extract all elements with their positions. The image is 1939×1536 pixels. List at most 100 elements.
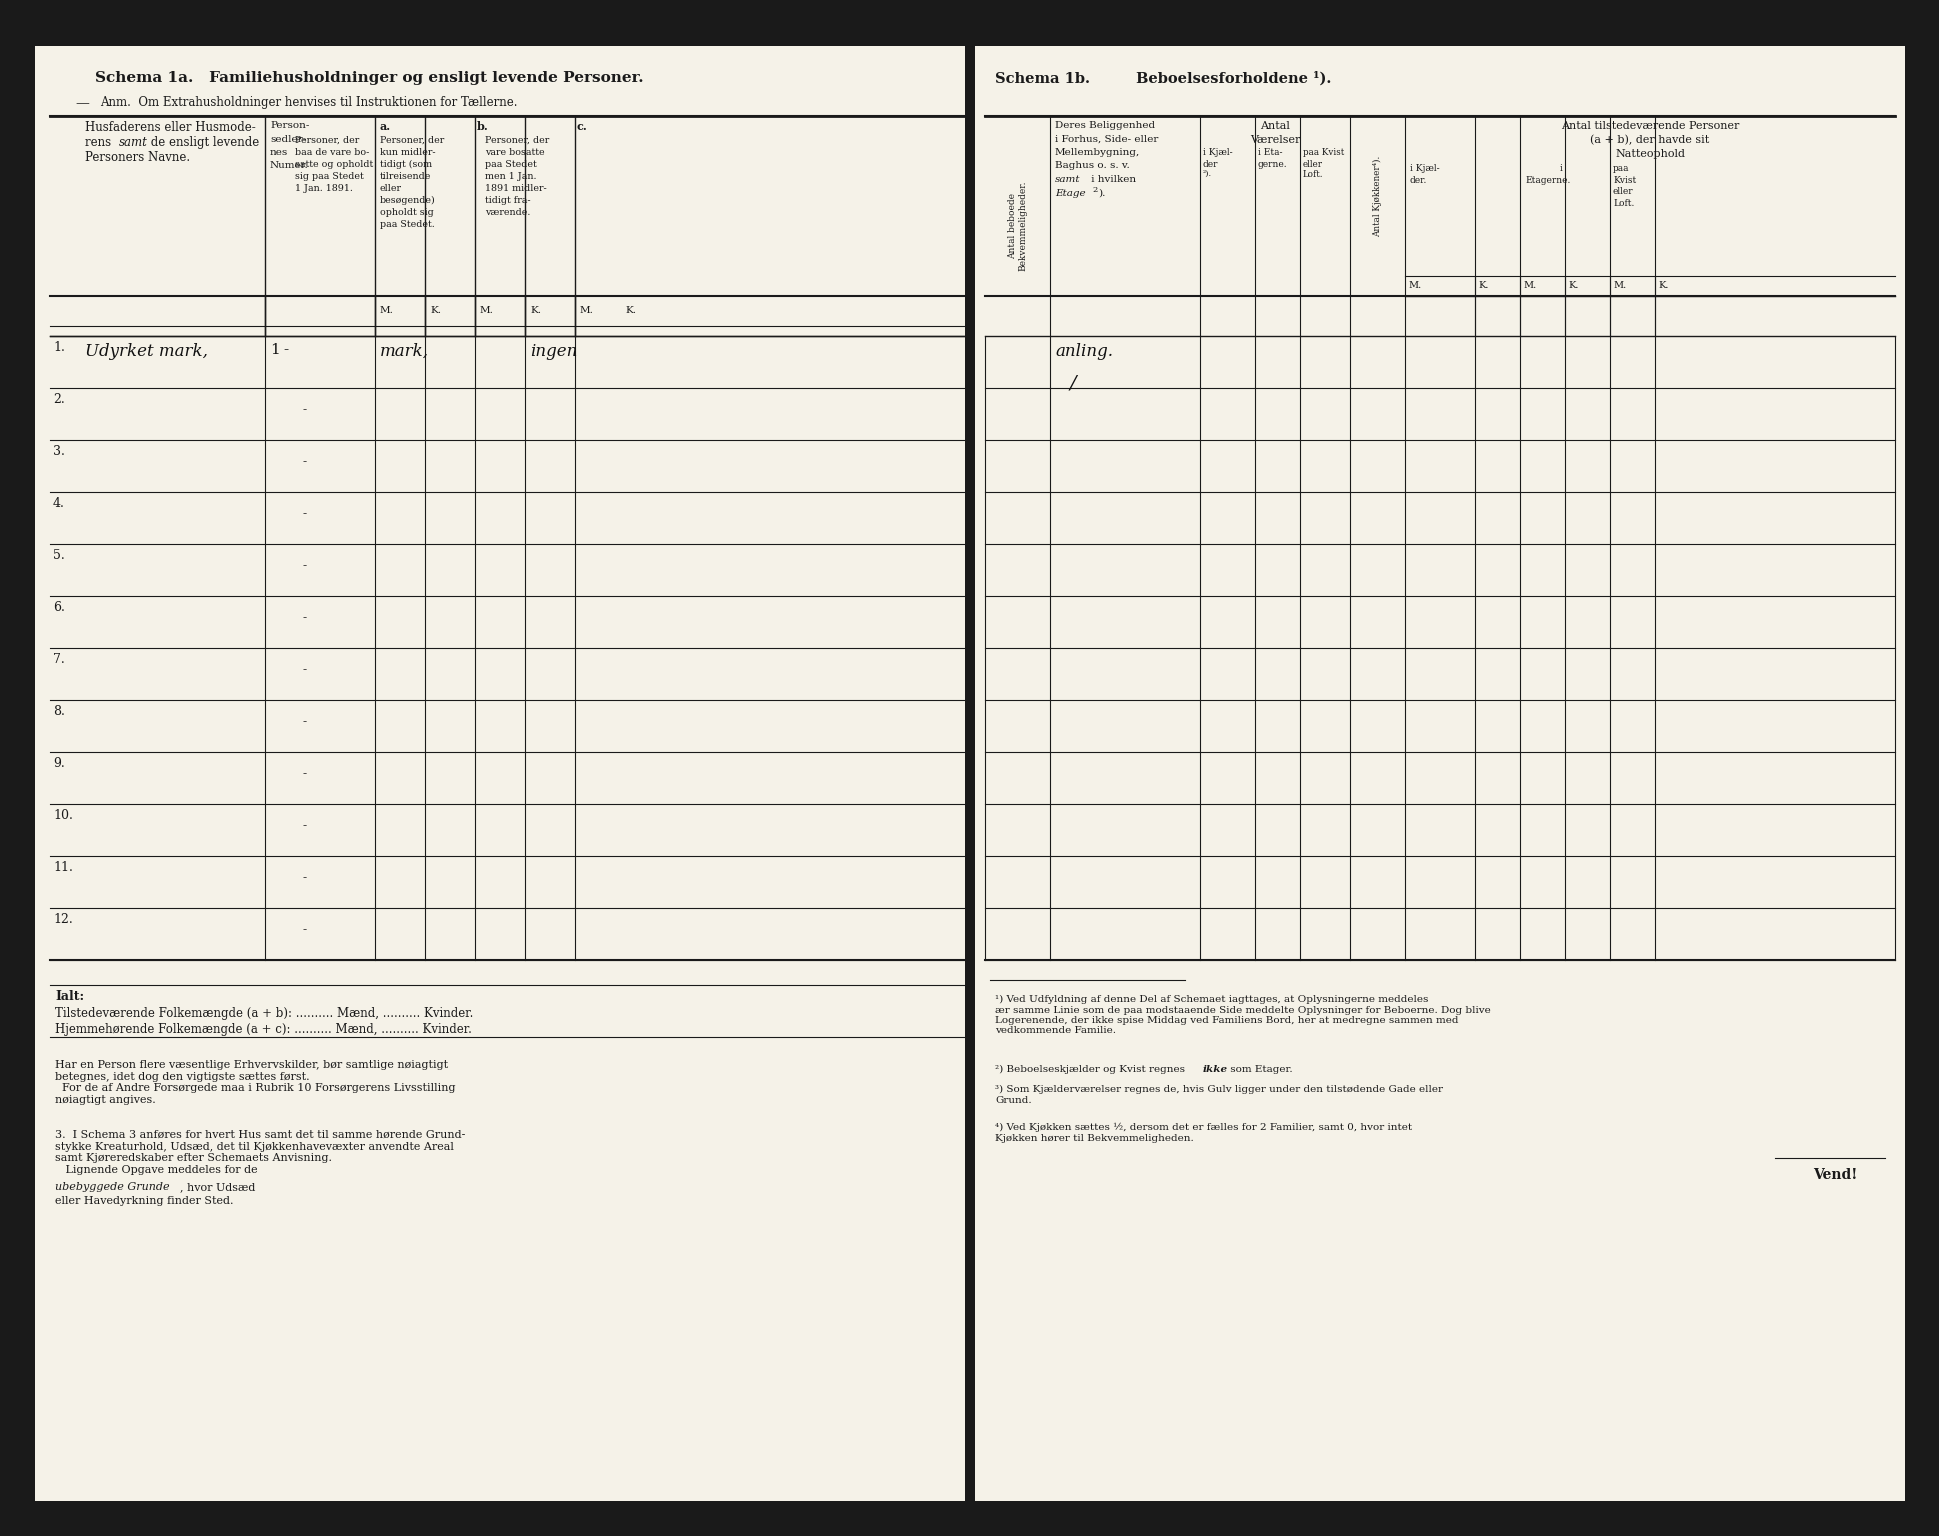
Text: paa Kvist: paa Kvist (1303, 147, 1344, 157)
Text: Baghus o. s. v.: Baghus o. s. v. (1055, 161, 1128, 170)
Text: 2: 2 (1092, 186, 1097, 194)
Text: —: — (76, 95, 89, 111)
Text: 6.: 6. (52, 601, 64, 614)
Text: Numer.: Numer. (270, 161, 308, 170)
Text: ingen: ingen (529, 343, 578, 359)
Text: rens: rens (85, 137, 114, 149)
Text: der.: der. (1410, 177, 1427, 184)
Text: K.: K. (430, 306, 440, 315)
Text: Etagerne.: Etagerne. (1524, 177, 1569, 184)
Text: vare bosatte: vare bosatte (485, 147, 545, 157)
Text: sedler-: sedler- (270, 135, 306, 144)
Text: 1891 midler-: 1891 midler- (485, 184, 547, 194)
Text: tilreisende: tilreisende (380, 172, 430, 181)
Text: i hvilken: i hvilken (1088, 175, 1136, 184)
Text: men 1 Jan.: men 1 Jan. (485, 172, 537, 181)
Text: eller Havedyrkning finder Sted.: eller Havedyrkning finder Sted. (54, 1197, 233, 1206)
Text: Personer, der: Personer, der (485, 137, 549, 144)
Text: tidigt fra-: tidigt fra- (485, 197, 531, 204)
Text: -: - (302, 714, 306, 728)
Text: 11.: 11. (52, 862, 74, 874)
Text: Husfaderens eller Husmode-: Husfaderens eller Husmode- (85, 121, 256, 134)
Text: Antal tilstedeværende Personer: Antal tilstedeværende Personer (1561, 121, 1737, 131)
Text: i: i (1559, 164, 1563, 174)
Text: c.: c. (576, 121, 588, 132)
Text: 1: 1 (270, 343, 279, 356)
Text: 9.: 9. (52, 757, 64, 770)
Text: Udyrket mark,: Udyrket mark, (85, 343, 207, 359)
Text: Personers Navne.: Personers Navne. (85, 151, 190, 164)
Text: M.: M. (1522, 281, 1536, 290)
Text: satte og opholdt: satte og opholdt (295, 160, 372, 169)
Text: i Kjæl-: i Kjæl- (1410, 164, 1439, 174)
Text: besøgende): besøgende) (380, 197, 436, 206)
Text: 12.: 12. (52, 912, 74, 926)
Text: eller: eller (1303, 160, 1322, 169)
Text: M.: M. (580, 306, 593, 315)
Text: -: - (302, 766, 306, 780)
Text: Schema 1a.   Familiehusholdninger og ensligt levende Personer.: Schema 1a. Familiehusholdninger og ensli… (95, 71, 644, 84)
Text: Deres Beliggenhed: Deres Beliggenhed (1055, 121, 1154, 131)
Text: a.: a. (380, 121, 392, 132)
Text: Har en Person flere væsentlige Erhvervskilder, bør samtlige nøiagtigt
betegnes, : Har en Person flere væsentlige Erhvervsk… (54, 1060, 456, 1104)
Text: -: - (302, 664, 306, 676)
Text: 3.  I Schema 3 anføres for hvert Hus samt det til samme hørende Grund-
stykke Kr: 3. I Schema 3 anføres for hvert Hus samt… (54, 1130, 465, 1175)
Text: værende.: værende. (485, 207, 529, 217)
Text: mark,: mark, (380, 343, 429, 359)
Text: K.: K. (1478, 281, 1487, 290)
Text: i Eta-: i Eta- (1256, 147, 1282, 157)
Text: Personer, der: Personer, der (295, 137, 359, 144)
Text: M.: M. (479, 306, 494, 315)
Text: anling.: anling. (1055, 343, 1113, 359)
Text: tidigt (som: tidigt (som (380, 160, 432, 169)
Text: nes: nes (270, 147, 289, 157)
Text: -: - (302, 507, 306, 521)
Text: K.: K. (529, 306, 541, 315)
Text: Antal Kjøkkener⁴).: Antal Kjøkkener⁴). (1373, 155, 1381, 237)
Text: Loft.: Loft. (1303, 170, 1322, 180)
Text: 1.: 1. (52, 341, 64, 353)
Text: M.: M. (1611, 281, 1625, 290)
Text: b.: b. (477, 121, 489, 132)
Text: ).: ). (1097, 189, 1105, 198)
Text: Mellembygning,: Mellembygning, (1055, 147, 1140, 157)
Text: -: - (283, 343, 289, 356)
Text: de ensligt levende: de ensligt levende (147, 137, 260, 149)
Text: i Forhus, Side- eller: i Forhus, Side- eller (1055, 135, 1158, 144)
Bar (35, 46, 964, 1501)
Text: Kvist: Kvist (1611, 177, 1635, 184)
Text: Antal: Antal (1260, 121, 1289, 131)
Text: -: - (302, 611, 306, 624)
Text: Vend!: Vend! (1811, 1167, 1856, 1183)
Text: , hvor Udsæd: , hvor Udsæd (180, 1183, 256, 1192)
Text: 8.: 8. (52, 705, 64, 717)
Text: Etage: Etage (1055, 189, 1086, 198)
Text: K.: K. (624, 306, 636, 315)
Text: 3.: 3. (52, 445, 64, 458)
Text: ²) Beboelseskjælder og Kvist regnes: ²) Beboelseskjælder og Kvist regnes (995, 1064, 1187, 1074)
Text: eller: eller (380, 184, 401, 194)
Text: sig paa Stedet: sig paa Stedet (295, 172, 363, 181)
Text: kun midler-: kun midler- (380, 147, 436, 157)
Text: (a + b), der havde sit: (a + b), der havde sit (1590, 135, 1708, 146)
Text: Tilstedeværende Folkemængde (a + b): .......... Mænd, .......... Kvinder.: Tilstedeværende Folkemængde (a + b): ...… (54, 1008, 473, 1020)
Text: -: - (302, 559, 306, 571)
Text: samt: samt (118, 137, 147, 149)
Text: 1 Jan. 1891.: 1 Jan. 1891. (295, 184, 353, 194)
Text: opholdt sig: opholdt sig (380, 207, 434, 217)
Text: paa: paa (1611, 164, 1629, 174)
Text: Ialt:: Ialt: (54, 991, 83, 1003)
Bar (975, 46, 1904, 1501)
Text: M.: M. (380, 306, 394, 315)
Text: Schema 1b.         Beboelsesforholdene ¹).: Schema 1b. Beboelsesforholdene ¹). (995, 71, 1330, 86)
Text: i Kjæl-: i Kjæl- (1202, 147, 1231, 157)
Text: baa de vare bo-: baa de vare bo- (295, 147, 368, 157)
Text: ⁴) Ved Kjøkken sættes ½, dersom det er fælles for 2 Familier, samt 0, hvor intet: ⁴) Ved Kjøkken sættes ½, dersom det er f… (995, 1123, 1412, 1143)
Text: K.: K. (1658, 281, 1668, 290)
Text: 7.: 7. (52, 653, 64, 667)
Text: ³) Som Kjælderværelser regnes de, hvis Gulv ligger under den tilstødende Gade el: ³) Som Kjælderværelser regnes de, hvis G… (995, 1084, 1443, 1104)
Text: gerne.: gerne. (1256, 160, 1287, 169)
Text: M.: M. (1408, 281, 1421, 290)
Text: 10.: 10. (52, 809, 74, 822)
Text: -: - (302, 819, 306, 833)
